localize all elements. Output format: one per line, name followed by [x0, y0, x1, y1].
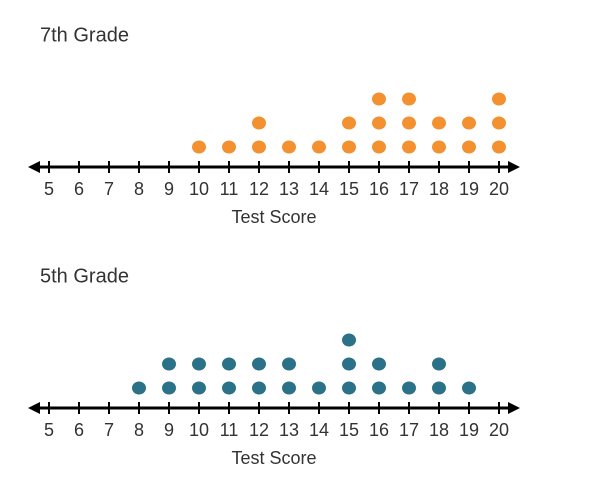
dot: [402, 381, 416, 395]
x-tick-label: 15: [339, 420, 359, 440]
dot: [492, 92, 506, 106]
x-tick-label: 6: [74, 179, 84, 199]
x-tick-label: 10: [189, 179, 209, 199]
dot: [132, 381, 146, 395]
dot: [252, 381, 266, 395]
x-tick-label: 6: [74, 420, 84, 440]
dot: [282, 357, 296, 371]
x-tick-label: 9: [164, 420, 174, 440]
dot: [222, 357, 236, 371]
x-tick-label: 18: [429, 420, 449, 440]
dot: [342, 357, 356, 371]
dot: [432, 357, 446, 371]
dot: [312, 381, 326, 395]
x-tick-label: 13: [279, 420, 299, 440]
x-tick-label: 11: [220, 179, 239, 199]
dot: [342, 116, 356, 130]
dot: [402, 116, 416, 130]
x-tick-label: 16: [369, 420, 389, 440]
x-tick-label: 8: [134, 179, 144, 199]
dot: [282, 140, 296, 154]
x-tick-label: 5: [44, 420, 54, 440]
chart-title: 5th Grade: [40, 265, 129, 287]
axis-arrow: [508, 402, 520, 414]
dot: [342, 381, 356, 395]
x-tick-label: 17: [399, 179, 419, 199]
x-axis-label: Test Score: [231, 448, 316, 468]
dot: [462, 140, 476, 154]
dot: [372, 92, 386, 106]
x-tick-label: 16: [369, 179, 389, 199]
x-tick-label: 19: [459, 420, 479, 440]
dot: [462, 381, 476, 395]
dot: [372, 381, 386, 395]
dot: [372, 357, 386, 371]
dot: [192, 381, 206, 395]
x-tick-label: 18: [429, 179, 449, 199]
dot: [192, 140, 206, 154]
dot: [342, 333, 356, 347]
axis-arrow: [28, 161, 40, 173]
dot: [162, 357, 176, 371]
x-tick-label: 17: [399, 420, 419, 440]
dot: [342, 140, 356, 154]
x-tick-label: 14: [309, 420, 329, 440]
dot: [222, 140, 236, 154]
dot: [372, 140, 386, 154]
dot: [192, 357, 206, 371]
axis-arrow: [508, 161, 520, 173]
dot: [432, 140, 446, 154]
dot: [432, 116, 446, 130]
dot: [462, 116, 476, 130]
dot: [372, 116, 386, 130]
x-tick-label: 11: [220, 420, 239, 440]
dot: [402, 140, 416, 154]
axis-arrow: [28, 402, 40, 414]
x-axis-label: Test Score: [231, 207, 316, 227]
x-tick-label: 7: [104, 179, 114, 199]
dot: [222, 381, 236, 395]
x-tick-label: 10: [189, 420, 209, 440]
chart-title: 7th Grade: [40, 24, 129, 46]
x-tick-label: 5: [44, 179, 54, 199]
dot: [282, 381, 296, 395]
dot: [162, 381, 176, 395]
x-tick-label: 9: [164, 179, 174, 199]
x-tick-label: 12: [249, 179, 269, 199]
dot: [432, 381, 446, 395]
x-tick-label: 14: [309, 179, 329, 199]
x-tick-label: 19: [459, 179, 479, 199]
x-tick-label: 20: [489, 179, 509, 199]
dot: [252, 116, 266, 130]
x-tick-label: 20: [489, 420, 509, 440]
dot: [492, 140, 506, 154]
dot: [252, 357, 266, 371]
dot: [492, 116, 506, 130]
x-tick-label: 8: [134, 420, 144, 440]
dot: [312, 140, 326, 154]
dot: [252, 140, 266, 154]
dot: [402, 92, 416, 106]
x-tick-label: 15: [339, 179, 359, 199]
x-tick-label: 13: [279, 179, 299, 199]
x-tick-label: 12: [249, 420, 269, 440]
x-tick-label: 7: [104, 420, 114, 440]
